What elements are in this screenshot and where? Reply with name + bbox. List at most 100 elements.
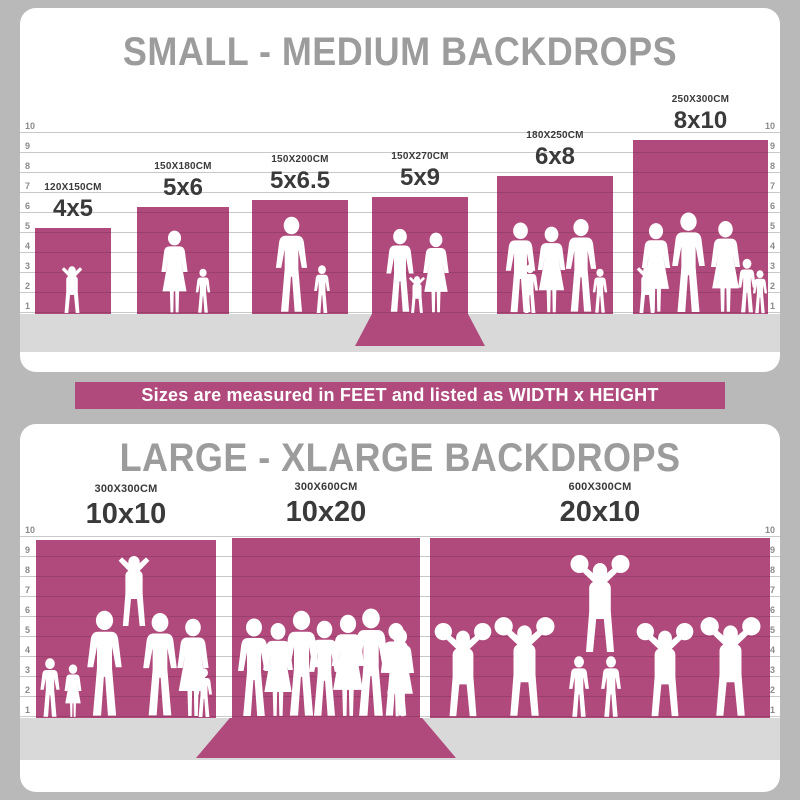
axis-tick-right: 9 — [769, 545, 775, 555]
woman-silhouette — [423, 232, 449, 313]
axis-tick-left: 8 — [25, 565, 31, 575]
backdrop-item-5x6-5: 150X200CM 5x6.5 — [252, 154, 348, 314]
size-feet-label: 20x10 — [559, 496, 641, 528]
size-feet-label: 5x6 — [162, 174, 204, 201]
axis-tick-left: 1 — [25, 301, 31, 311]
axis-tick-left: 9 — [25, 141, 31, 151]
size-note-text: Sizes are measured in FEET and listed as… — [141, 385, 659, 405]
man-silhouette — [672, 212, 705, 312]
size-cm-label: 150X200CM — [271, 154, 329, 165]
axis-tick-left: 6 — [25, 605, 31, 615]
axis-tick-left: 10 — [25, 121, 36, 131]
large-xlarge-title: LARGE - XLARGE BACKDROPS — [119, 436, 681, 480]
axis-tick-right: 2 — [769, 281, 775, 291]
people-silhouettes — [386, 228, 449, 313]
size-cm-label: 250X300CM — [671, 94, 730, 105]
backdrop-swatch — [36, 540, 216, 718]
axis-tick-right: 4 — [769, 645, 775, 655]
axis-tick-right: 8 — [769, 161, 775, 171]
man-silhouette — [386, 228, 414, 312]
backdrop-swatch — [232, 538, 420, 718]
axis-tick-left: 9 — [25, 545, 31, 555]
cheerleader-silhouette — [636, 622, 694, 717]
large-xlarge-panel: LARGE - XLARGE BACKDROPS 10 10 9 9 8 8 7 7 6… — [20, 424, 780, 792]
size-feet-label: 10x20 — [285, 496, 367, 528]
backdrop-swatch — [252, 200, 348, 314]
backdrop-swatch — [430, 538, 770, 718]
axis-tick-left: 10 — [25, 525, 36, 535]
axis-tick-left: 3 — [25, 261, 31, 271]
backdrop-item-20x10: 600X300CM 20x10 — [430, 481, 770, 718]
child-silhouette — [752, 270, 768, 314]
grid-line: 10 10 — [20, 526, 780, 537]
size-feet-label: 10x10 — [85, 498, 167, 530]
child-silhouette — [195, 268, 211, 313]
base-silhouette — [569, 656, 589, 717]
people-silhouettes — [636, 212, 768, 314]
child-silhouette — [40, 658, 60, 717]
man-silhouette — [143, 613, 177, 716]
axis-tick-left: 5 — [25, 625, 31, 635]
child-silhouette — [64, 664, 82, 717]
people-silhouettes — [61, 266, 83, 313]
people-silhouettes — [238, 608, 415, 717]
axis-tick-left: 2 — [25, 685, 31, 695]
size-feet-label: 4x5 — [52, 195, 94, 222]
cheerleader-silhouette — [434, 622, 492, 717]
axis-tick-left: 7 — [25, 585, 31, 595]
axis-tick-left: 2 — [25, 281, 31, 291]
size-feet-label: 6x8 — [534, 143, 576, 170]
lifted-cheering-silhouette — [118, 555, 150, 626]
people-silhouettes — [161, 230, 211, 313]
cheerleader-silhouette — [700, 617, 761, 716]
grid-line: 10 10 — [20, 122, 780, 133]
axis-tick-right: 7 — [769, 585, 775, 595]
size-cm-label: 120X150CM — [44, 182, 102, 193]
backdrop-item-10x10: 300X300CM 10x10 — [36, 483, 216, 718]
base-silhouette — [601, 656, 621, 717]
woman-silhouette — [177, 618, 209, 716]
axis-tick-right: 8 — [769, 565, 775, 575]
size-feet-label: 8x10 — [673, 107, 728, 134]
woman-silhouette — [161, 230, 188, 313]
woman-silhouette — [537, 226, 566, 313]
floor-sweep — [196, 718, 456, 758]
size-note-banner: Sizes are measured in FEET and listed as… — [75, 382, 725, 409]
backdrop-item-4x5: 120X150CM 4x5 — [35, 182, 111, 314]
people-silhouettes — [505, 218, 608, 313]
people-silhouettes — [40, 555, 212, 717]
axis-tick-right: 4 — [769, 241, 775, 251]
backdrop-item-6x8: 180X250CM 6x8 — [497, 130, 613, 314]
size-cm-label: 150X270CM — [391, 151, 449, 162]
axis-tick-left: 8 — [25, 161, 31, 171]
child-silhouette — [592, 268, 608, 313]
backdrop-item-5x9: 150X270CM 5x9 — [355, 151, 485, 346]
axis-tick-left: 7 — [25, 181, 31, 191]
axis-tick-left: 1 — [25, 705, 31, 715]
axis-tick-left: 3 — [25, 665, 31, 675]
size-cm-label: 300X600CM — [294, 481, 358, 493]
small-medium-title: SMALL - MEDIUM BACKDROPS — [122, 30, 678, 74]
size-feet-label: 5x6.5 — [269, 167, 331, 194]
backdrop-swatch — [35, 228, 111, 314]
axis-tick-right: 1 — [769, 705, 775, 715]
child-silhouette — [314, 265, 330, 314]
cheerleader-silhouette — [494, 617, 555, 716]
backdrop-swatch — [137, 207, 229, 314]
axis-tick-right: 9 — [769, 141, 775, 151]
floor-sweep — [355, 314, 485, 346]
axis-tick-right: 3 — [769, 665, 775, 675]
axis-tick-right: 3 — [769, 261, 775, 271]
axis-tick-right: 2 — [769, 685, 775, 695]
axis-tick-right: 5 — [769, 625, 775, 635]
backdrop-swatch — [497, 176, 613, 314]
axis-tick-right: 10 — [764, 121, 775, 131]
cheerleader-silhouettes — [434, 555, 761, 717]
size-cm-label: 150X180CM — [154, 161, 212, 172]
backdrop-item-10x20: 300X600CM 10x20 — [196, 481, 456, 758]
